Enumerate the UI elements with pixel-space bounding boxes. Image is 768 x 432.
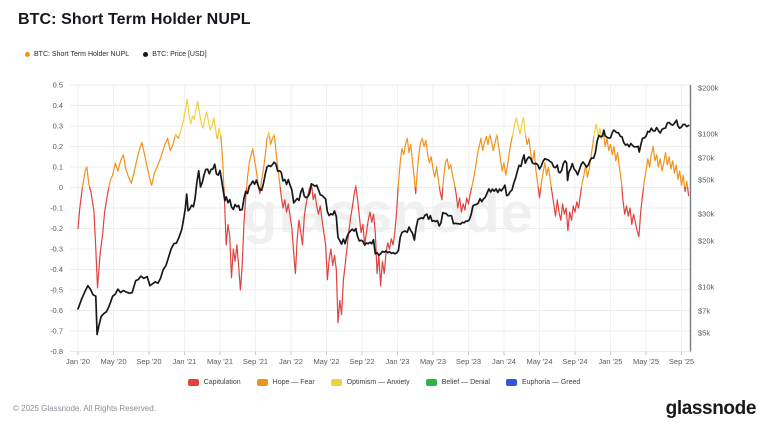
svg-text:Sep '23: Sep '23	[456, 357, 481, 366]
x-grid-and-labels: Jan '20 May '20 Sep '20 Jan '21 May '21 Sep '…	[66, 85, 694, 366]
svg-text:-0.8: -0.8	[50, 347, 63, 356]
svg-text:$30k: $30k	[698, 210, 715, 219]
series-legend-label: BTC: Short Term Holder NUPL	[34, 51, 130, 58]
svg-text:0.4: 0.4	[53, 101, 63, 110]
svg-text:Jan '20: Jan '20	[66, 357, 90, 366]
zone-swatch-icon	[505, 379, 517, 386]
series-legend-item[interactable]: BTC: Short Term Holder NUPL	[25, 51, 129, 58]
svg-text:Jan '24: Jan '24	[492, 357, 516, 366]
zone-legend: Capitulation Hope — Fear Optimism — Anxiet…	[0, 379, 768, 386]
svg-text:Sep '20: Sep '20	[136, 357, 161, 366]
svg-text:$200k: $200k	[698, 84, 719, 93]
price-line	[77, 119, 690, 336]
svg-text:Sep '22: Sep '22	[349, 357, 374, 366]
zone-swatch-icon	[256, 379, 268, 386]
zone-legend-item: Belief — Denial	[425, 379, 490, 386]
zone-legend-item: Hope — Fear	[256, 379, 315, 386]
svg-text:May '23: May '23	[420, 357, 446, 366]
svg-text:May '24: May '24	[526, 357, 552, 366]
zone-legend-label: Optimism — Anxiety	[346, 379, 410, 386]
zone-legend-label: Capitulation	[203, 379, 241, 386]
svg-text:Jan '22: Jan '22	[279, 357, 303, 366]
legend-dot-icon	[25, 52, 30, 57]
series-legend-label: BTC: Price [USD]	[152, 51, 207, 58]
svg-text:0.5: 0.5	[53, 81, 63, 90]
svg-text:0.2: 0.2	[53, 142, 63, 151]
chart-title: BTC: Short Term Holder NUPL	[18, 11, 251, 28]
svg-text:$10k: $10k	[698, 283, 715, 292]
svg-text:-0.7: -0.7	[50, 327, 63, 336]
zone-swatch-icon	[330, 379, 342, 386]
svg-text:0.3: 0.3	[53, 122, 63, 131]
svg-text:$50k: $50k	[698, 176, 715, 185]
series-legend-item[interactable]: BTC: Price [USD]	[143, 51, 207, 58]
svg-text:Jan '21: Jan '21	[173, 357, 197, 366]
svg-text:-0.3: -0.3	[50, 245, 63, 254]
svg-text:-0.5: -0.5	[50, 286, 63, 295]
zone-legend-item: Euphoria — Greed	[505, 379, 581, 386]
zone-legend-label: Euphoria — Greed	[521, 379, 581, 386]
svg-text:$100k: $100k	[698, 130, 719, 139]
svg-text:Sep '21: Sep '21	[243, 357, 268, 366]
legend-dot-icon	[143, 52, 149, 57]
svg-text:0.1: 0.1	[53, 163, 63, 172]
zone-legend-label: Belief — Denial	[441, 379, 490, 386]
svg-text:May '22: May '22	[313, 357, 339, 366]
zone-legend-item: Capitulation	[187, 379, 241, 386]
svg-text:-0.1: -0.1	[50, 204, 63, 213]
zone-legend-label: Hope — Fear	[272, 379, 315, 386]
series-legend: BTC: Short Term Holder NUPL BTC: Price [U…	[25, 51, 207, 58]
zone-legend-item: Optimism — Anxiety	[330, 379, 410, 386]
svg-text:Jan '25: Jan '25	[599, 357, 623, 366]
svg-text:Sep '25: Sep '25	[669, 357, 694, 366]
svg-text:Jan '23: Jan '23	[386, 357, 410, 366]
zone-swatch-icon	[425, 379, 437, 386]
svg-text:Sep '24: Sep '24	[562, 357, 587, 366]
zone-swatch-icon	[187, 379, 199, 386]
svg-text:$70k: $70k	[698, 153, 715, 162]
svg-text:-0.4: -0.4	[50, 265, 63, 274]
y-grid-and-labels: 0.5 0.4 0.3 0.2 0.1 0 -0.1 -0.2 -0.3 -0.4 -0.5 -0.6…	[50, 81, 719, 357]
svg-text:$5k: $5k	[698, 329, 710, 338]
svg-text:$20k: $20k	[698, 237, 715, 246]
svg-text:0: 0	[59, 183, 63, 192]
glassnode-logo: glassnode	[665, 398, 757, 419]
svg-text:May '21: May '21	[207, 357, 233, 366]
copyright-text: © 2025 Glassnode. All Rights Reserved.	[13, 404, 156, 413]
svg-text:-0.6: -0.6	[50, 306, 63, 315]
svg-text:May '20: May '20	[100, 357, 126, 366]
svg-text:$7k: $7k	[698, 306, 710, 315]
svg-text:May '25: May '25	[633, 357, 659, 366]
svg-text:-0.2: -0.2	[50, 224, 63, 233]
